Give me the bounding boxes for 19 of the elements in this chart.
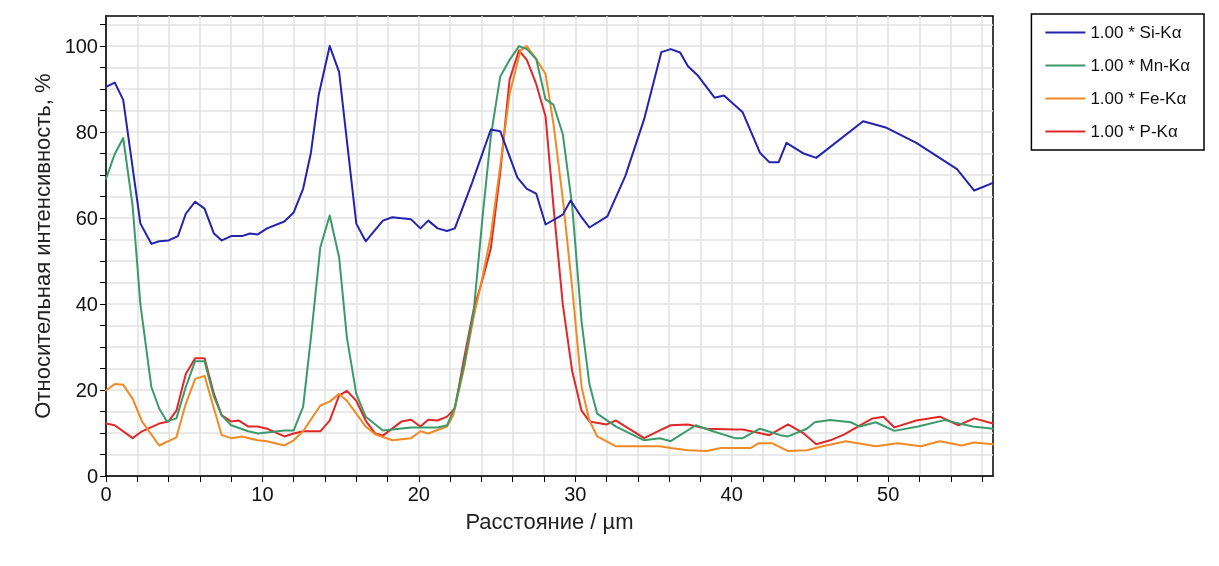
line-series bbox=[105, 45, 994, 245]
y-tick-label: 20 bbox=[75, 379, 98, 402]
y-tick-label: 60 bbox=[75, 207, 98, 230]
x-axis-title: Расстояние / µm bbox=[465, 508, 634, 534]
x-tick-label: 30 bbox=[564, 483, 587, 505]
y-axis-title: Относительная интенсивность, % bbox=[30, 73, 56, 419]
x-tick-label: 40 bbox=[720, 483, 743, 505]
x-tick-label: 20 bbox=[407, 483, 430, 505]
y-tick-label: 100 bbox=[64, 35, 98, 58]
x-tick-label: 0 bbox=[100, 483, 112, 505]
legend-label: 1.00 * Fe-Kα bbox=[1090, 89, 1187, 108]
y-tick-label: 80 bbox=[75, 121, 98, 144]
legend-label: 1.00 * Si-Kα bbox=[1090, 23, 1182, 42]
x-tick-label: 50 bbox=[877, 483, 900, 505]
y-tick-label: 0 bbox=[86, 465, 98, 487]
legend-label: 1.00 * Mn-Kα bbox=[1090, 56, 1191, 75]
legend-label: 1.00 * P-Kα bbox=[1090, 122, 1178, 141]
x-tick-label: 10 bbox=[251, 483, 274, 505]
y-tick-label: 40 bbox=[75, 293, 98, 316]
